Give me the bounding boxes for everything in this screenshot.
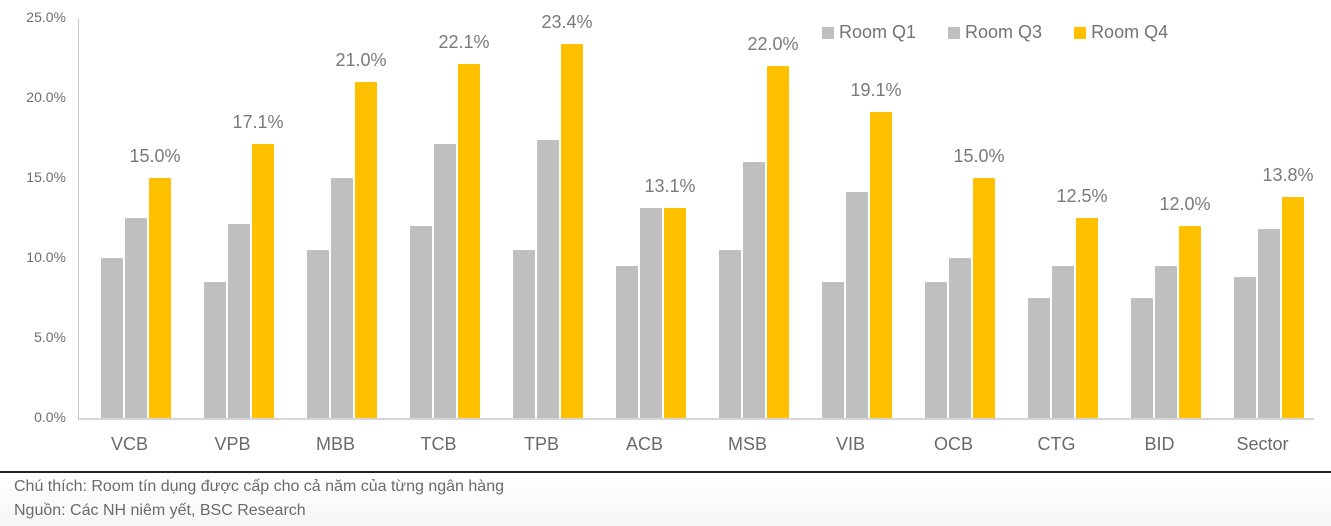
legend-item-room-q1: Room Q1 bbox=[822, 22, 916, 43]
bar-group-acb: 13.1% ACB bbox=[593, 0, 696, 470]
legend: Room Q1 Room Q3 Room Q4 bbox=[822, 22, 1200, 43]
bar-room-q4 bbox=[664, 208, 686, 418]
bar-room-q3 bbox=[1155, 266, 1177, 418]
bar-group-vib: 19.1% VIB bbox=[799, 0, 902, 470]
caption-note: Chú thích: Room tín dụng được cấp cho cả… bbox=[14, 478, 504, 495]
x-category-label: VCB bbox=[110, 434, 148, 454]
legend-item-room-q4: Room Q4 bbox=[1074, 22, 1168, 43]
legend-swatch-icon bbox=[822, 26, 834, 39]
data-label: 19.1% bbox=[850, 80, 902, 101]
bar-room-q3 bbox=[125, 218, 147, 418]
y-tick-label: 20.0% bbox=[26, 89, 66, 105]
bar-room-q3 bbox=[1258, 229, 1280, 418]
bar-group-ocb: 15.0% OCB bbox=[902, 0, 1005, 470]
legend-swatch-icon bbox=[948, 26, 961, 39]
bar-room-q4 bbox=[1282, 197, 1304, 418]
y-tick-label: 0.0% bbox=[34, 409, 66, 425]
bar-room-q3 bbox=[743, 162, 765, 418]
x-category-label: MSB bbox=[727, 434, 767, 454]
bar-room-q1 bbox=[719, 250, 741, 418]
bar-room-q3 bbox=[949, 258, 971, 418]
data-label: 12.5% bbox=[1056, 186, 1108, 206]
bar-group-tcb: 22.1% TCB bbox=[387, 0, 490, 470]
bar-room-q3 bbox=[640, 208, 662, 418]
x-category-label: MBB bbox=[315, 434, 355, 454]
data-label: 13.1% bbox=[644, 176, 696, 197]
bar-room-q1 bbox=[925, 282, 947, 418]
x-category-label: VIB bbox=[835, 434, 865, 454]
x-category-label: CTG bbox=[1037, 434, 1076, 454]
legend-item-room-q3: Room Q3 bbox=[948, 22, 1042, 43]
y-tick-label: 15.0% bbox=[26, 169, 66, 185]
legend-label: Room Q1 bbox=[839, 22, 917, 42]
bar-room-q4 bbox=[458, 64, 480, 418]
bar-room-q1 bbox=[1234, 277, 1256, 418]
data-label: 21.0% bbox=[335, 50, 387, 70]
bar-room-q1 bbox=[822, 282, 844, 418]
data-label: 17.1% bbox=[232, 112, 284, 133]
y-tick-label: 5.0% bbox=[34, 329, 66, 345]
bar-group-bid: 12.0% BID bbox=[1108, 0, 1211, 470]
bar-group-vcb: 15.0% VCB bbox=[78, 0, 181, 470]
bar-room-q1 bbox=[204, 282, 226, 418]
bar-room-q4 bbox=[252, 144, 274, 418]
x-category-label: ACB bbox=[625, 434, 663, 454]
bar-chart: 0.0% 5.0% 10.0% 15.0% 20.0% 25.0% 15.0% VCB 17.… bbox=[26, 0, 1314, 470]
bar-room-q4 bbox=[767, 66, 789, 418]
data-label: 15.0% bbox=[953, 146, 1005, 166]
y-axis-line bbox=[78, 18, 79, 418]
bar-room-q3 bbox=[1052, 266, 1074, 418]
bar-group-msb: 22.0% MSB bbox=[696, 0, 799, 470]
bar-room-q1 bbox=[1131, 298, 1153, 418]
bar-group-mbb: 21.0% MBB bbox=[284, 0, 387, 470]
bar-room-q4 bbox=[561, 43, 583, 418]
data-label: 12.0% bbox=[1159, 194, 1211, 214]
x-axis-line bbox=[78, 418, 1314, 420]
bar-room-q1 bbox=[616, 266, 638, 418]
bar-group-ctg: 12.5% CTG bbox=[1005, 0, 1108, 470]
data-label: 22.1% bbox=[438, 32, 490, 53]
bar-room-q3 bbox=[537, 139, 559, 418]
x-category-label: VPB bbox=[214, 434, 251, 454]
legend-label: Room Q3 bbox=[965, 22, 1043, 42]
bar-room-q3 bbox=[331, 178, 353, 418]
data-label: 13.8% bbox=[1262, 165, 1314, 186]
bar-room-q1 bbox=[101, 258, 123, 418]
bar-room-q4 bbox=[1076, 218, 1098, 418]
bar-room-q1 bbox=[1028, 298, 1050, 418]
legend-swatch-icon bbox=[1074, 26, 1087, 39]
footer-background bbox=[0, 473, 1331, 526]
bar-room-q4 bbox=[149, 178, 171, 418]
bar-room-q3 bbox=[228, 224, 250, 418]
x-category-label: TPB bbox=[523, 434, 559, 454]
bar-room-q4 bbox=[1179, 226, 1201, 418]
data-label: 23.4% bbox=[541, 11, 593, 32]
bar-room-q4 bbox=[973, 178, 995, 418]
data-label: 22.0% bbox=[747, 34, 799, 54]
bar-room-q3 bbox=[846, 192, 868, 418]
x-category-label: Sector bbox=[1236, 434, 1289, 454]
x-category-label: TCB bbox=[420, 434, 457, 454]
bar-room-q4 bbox=[355, 82, 377, 418]
bar-room-q3 bbox=[434, 144, 456, 418]
source-note: Nguồn: Các NH niêm yết, BSC Research bbox=[14, 502, 306, 519]
bar-group-tpb: 23.4% TPB bbox=[490, 0, 593, 470]
y-tick-label: 10.0% bbox=[26, 249, 66, 265]
bar-group-vpb: 17.1% VPB bbox=[181, 0, 284, 470]
bar-group-sector: 13.8% Sector bbox=[1211, 0, 1314, 470]
y-tick-label: 25.0% bbox=[26, 9, 66, 25]
bar-room-q1 bbox=[410, 226, 432, 418]
footer-divider bbox=[0, 471, 1331, 473]
bar-room-q4 bbox=[870, 112, 892, 418]
legend-label: Room Q4 bbox=[1091, 22, 1169, 42]
bar-room-q1 bbox=[513, 250, 535, 418]
bar-room-q1 bbox=[307, 250, 329, 418]
data-label: 15.0% bbox=[129, 146, 181, 166]
x-category-label: BID bbox=[1144, 434, 1175, 454]
x-category-label: OCB bbox=[933, 434, 973, 454]
